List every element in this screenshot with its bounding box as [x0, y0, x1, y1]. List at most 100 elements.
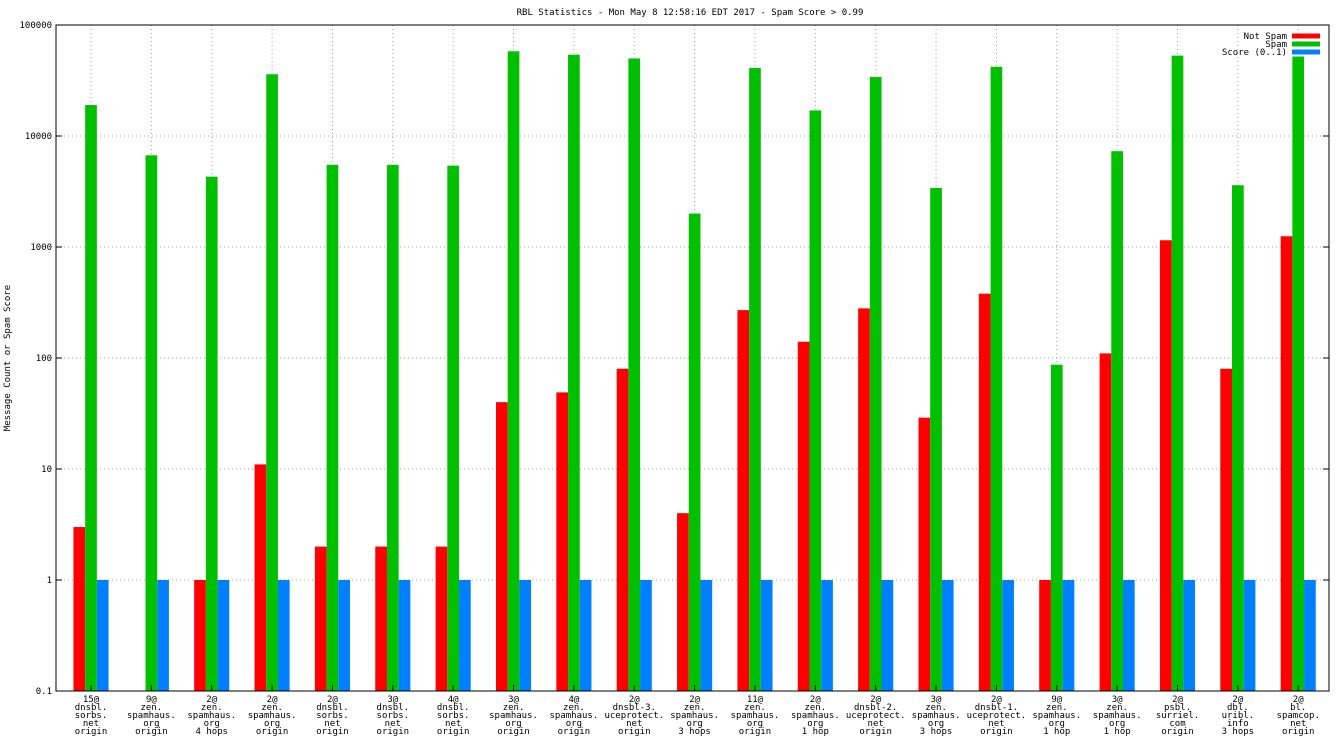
x-tick-label: zen.: [261, 703, 283, 713]
legend-swatch: [1292, 33, 1320, 39]
x-tick-label: net: [385, 719, 401, 729]
x-tick-label: spamhaus.: [187, 711, 236, 721]
bar-score-0-1: [760, 580, 773, 691]
x-tick-label: zen.: [744, 703, 766, 713]
bar-spam: [266, 74, 278, 691]
x-tick-label: 2@: [1172, 695, 1183, 705]
x-tick-label: org: [686, 719, 702, 729]
x-tick-label: net: [324, 719, 340, 729]
x-tick-label: org: [1109, 719, 1125, 729]
x-tick-label: 3@: [387, 695, 398, 705]
bar-spam: [447, 165, 460, 692]
x-tick-label: origin: [558, 727, 591, 737]
bar-not-spam: [375, 546, 387, 691]
x-tick-label: spamcop.: [1277, 711, 1320, 721]
x-tick-label: spamhaus.: [489, 711, 538, 721]
bar-not-spam: [194, 580, 206, 691]
bar-spam: [869, 77, 882, 691]
bar-score-0-1: [338, 580, 351, 691]
bar-spam: [749, 67, 761, 691]
x-tick-label: 9@: [1051, 695, 1062, 705]
x-tick-label: 2@: [991, 695, 1002, 705]
bar-score-0-1: [1183, 580, 1196, 691]
bar-not-spam: [978, 293, 991, 691]
bar-spam: [1232, 185, 1244, 691]
x-tick-label: dnsbl-2.: [854, 703, 897, 713]
x-tick-label: 1 hop: [1043, 727, 1070, 737]
x-tick-label: zen.: [1046, 703, 1068, 713]
bar-score-0-1: [579, 580, 592, 691]
y-tick-label: 0.1: [36, 687, 52, 697]
bar-not-spam: [1280, 236, 1293, 691]
x-tick-label: origin: [739, 727, 772, 737]
x-tick-label: spamhaus.: [731, 711, 780, 721]
bar-spam: [145, 155, 158, 692]
x-tick-label: net: [868, 719, 884, 729]
bar-spam: [85, 105, 97, 691]
x-tick-label: 4@: [568, 695, 579, 705]
bar-spam: [568, 54, 580, 692]
bar-not-spam: [1159, 240, 1172, 691]
x-tick-label: 3@: [1112, 695, 1123, 705]
x-tick-label: 2@: [206, 695, 217, 705]
bar-spam: [930, 188, 942, 691]
x-tick-label: zen.: [1106, 703, 1128, 713]
bar-not-spam: [677, 513, 689, 691]
x-tick-label: com: [1169, 719, 1185, 729]
legend-swatch: [1292, 41, 1320, 47]
x-tick-label: org: [807, 719, 823, 729]
bar-score-0-1: [1304, 580, 1316, 691]
bar-spam: [809, 110, 822, 691]
x-tick-label: origin: [437, 727, 470, 737]
y-tick-labels: 0.1 1 10 100 1000 10000 100000: [19, 21, 52, 697]
x-tick-label: 3 hops: [920, 727, 953, 737]
bar-score-0-1: [1243, 580, 1256, 691]
x-tick-label: surriel.: [1156, 711, 1199, 721]
x-tick-label: 11@: [747, 695, 764, 705]
x-tick-label: zen.: [141, 703, 163, 713]
bar-not-spam: [73, 527, 86, 691]
x-tick-label: 2@: [689, 695, 700, 705]
bar-not-spam: [1039, 580, 1051, 691]
bar-spam: [1111, 151, 1123, 692]
x-tick-label: info: [1227, 719, 1249, 729]
bar-spam: [507, 51, 520, 691]
x-tick-label: origin: [75, 727, 108, 737]
y-tick-label: 1: [47, 576, 52, 586]
bar-spam: [1292, 56, 1305, 692]
x-tick-label: org: [505, 719, 521, 729]
x-tick-label: 4@: [448, 695, 459, 705]
bar-score-0-1: [700, 580, 713, 691]
x-tick-label: origin: [256, 727, 289, 737]
bar-score-0-1: [881, 580, 894, 691]
y-tick-label: 1000: [30, 243, 52, 253]
bar-not-spam: [495, 402, 508, 691]
x-tick-label: 15@: [83, 695, 100, 705]
x-tick-label: sorbs.: [75, 711, 108, 721]
x-tick-label: dnsbl.: [437, 703, 470, 713]
legend-swatch: [1292, 49, 1320, 55]
bar-score-0-1: [1062, 580, 1075, 691]
bar-not-spam: [254, 464, 267, 691]
x-tick-label: spamhaus.: [670, 711, 719, 721]
x-tick-label: 2@: [1293, 695, 1304, 705]
bar-score-0-1: [96, 580, 109, 691]
x-tick-label: 3@: [931, 695, 942, 705]
x-tick-label: spamhaus.: [127, 711, 176, 721]
x-tick-label: dnsbl-3.: [613, 703, 656, 713]
bar-not-spam: [1099, 353, 1112, 691]
bar-score-0-1: [519, 580, 532, 691]
x-tick-label: org: [264, 719, 280, 729]
bar-spam: [1050, 364, 1063, 691]
chart-title: RBL Statistics - Mon May 8 12:58:16 EDT …: [517, 8, 864, 18]
bar-score-0-1: [1002, 580, 1014, 691]
x-tick-label: org: [928, 719, 944, 729]
bar-not-spam: [858, 308, 870, 691]
bar-not-spam: [616, 368, 629, 691]
x-tick-label: spamhaus.: [912, 711, 961, 721]
y-tick-label: 100: [36, 354, 52, 364]
x-tick-label: org: [204, 719, 220, 729]
x-tick-label: 2@: [327, 695, 338, 705]
